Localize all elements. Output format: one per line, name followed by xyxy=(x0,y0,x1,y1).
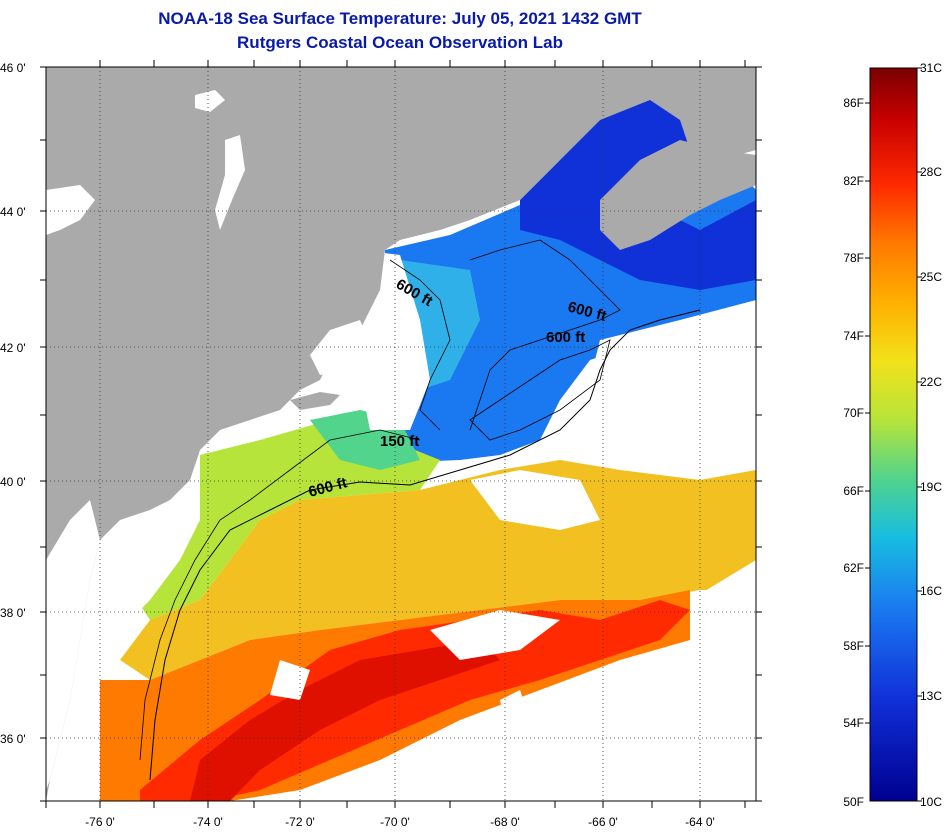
lon-label: -76 0' xyxy=(85,815,115,829)
colorbar-f-label: 74F xyxy=(843,329,864,343)
shelf-water-green xyxy=(130,420,440,620)
inland-cloud xyxy=(46,185,95,235)
cloud-patch xyxy=(500,690,530,725)
inland-cloud xyxy=(195,90,225,112)
chesapeake-bay xyxy=(100,540,118,640)
colorbar-f-label: 62F xyxy=(843,561,864,575)
latitude-labels: 46 0' 44 0' 42 0' 40 0' 38 0' 36 0' xyxy=(0,61,26,746)
lat-label: 44 0' xyxy=(0,205,26,219)
colorbar-f-label: 86F xyxy=(843,96,864,110)
lon-label: -64 0' xyxy=(685,815,715,829)
lat-label: 38 0' xyxy=(0,606,26,620)
inland-cloud xyxy=(215,135,245,230)
colorbar-c-label: 31C xyxy=(920,61,942,75)
lat-label: 40 0' xyxy=(0,475,26,489)
inland-cloud xyxy=(310,320,370,375)
lon-label: -70 0' xyxy=(380,815,410,829)
contour-150ft xyxy=(139,429,421,761)
lat-label: 46 0' xyxy=(0,61,26,75)
map-layers xyxy=(46,67,756,801)
colorbar-c-label: 13C xyxy=(920,689,942,703)
lon-label: -66 0' xyxy=(588,815,618,829)
contour-georges-bank xyxy=(469,339,611,441)
colorbar-f-label: 78F xyxy=(843,251,864,265)
delaware-bay xyxy=(158,505,180,545)
cloud-patch xyxy=(470,470,600,530)
colorbar-c-label: 19C xyxy=(920,480,942,494)
map-frame xyxy=(45,66,757,802)
lon-label: -72 0' xyxy=(285,815,315,829)
colorbar-fahrenheit-labels: 86F 82F 78F 74F 70F 66F 62F 58F 54F 50F xyxy=(843,96,864,809)
lon-label: -74 0' xyxy=(193,815,223,829)
colorbar-f-label: 70F xyxy=(843,406,864,420)
colorbar-c-label: 25C xyxy=(920,270,942,284)
land-mainland xyxy=(46,67,756,801)
lat-label: 36 0' xyxy=(0,732,26,746)
colorbar xyxy=(869,67,918,802)
colorbar-f-label: 50F xyxy=(843,795,864,809)
cloud-patch xyxy=(430,610,560,660)
lat-label: 42 0' xyxy=(0,341,26,355)
colorbar-f-label: 82F xyxy=(843,174,864,188)
longitude-labels: -76 0' -74 0' -72 0' -70 0' -68 0' -66 0… xyxy=(85,815,715,829)
contour-gulf-of-maine xyxy=(389,239,621,431)
land-long-island xyxy=(290,392,340,410)
colorbar-c-label: 22C xyxy=(920,375,942,389)
inland-cloud xyxy=(46,500,100,790)
map-subtitle: Rutgers Coastal Ocean Observation Lab xyxy=(237,33,563,52)
colorbar-f-label: 58F xyxy=(843,639,864,653)
cloud-patch xyxy=(270,660,310,700)
contour-600ft xyxy=(149,309,701,781)
colorbar-f-label: 54F xyxy=(843,716,864,730)
colorbar-c-label: 16C xyxy=(920,584,942,598)
contour-label: 600 ft xyxy=(546,329,585,346)
colorbar-celsius-labels: 31C 28C 25C 22C 19C 16C 13C 10C xyxy=(920,61,942,809)
cloud-patch xyxy=(590,300,756,470)
gulf-stream-deep-red xyxy=(190,640,500,801)
colorbar-c-label: 10C xyxy=(920,795,942,809)
map-title: NOAA-18 Sea Surface Temperature: July 05… xyxy=(158,9,642,28)
land-nova-scotia xyxy=(600,140,756,250)
colorbar-f-label: 66F xyxy=(843,484,864,498)
contour-label: 150 ft xyxy=(380,433,419,450)
colorbar-c-label: 28C xyxy=(920,165,942,179)
lon-label: -68 0' xyxy=(490,815,520,829)
axis-ticks xyxy=(40,60,762,808)
cloud-patch xyxy=(560,560,756,801)
colorbar-ticks xyxy=(865,67,922,802)
